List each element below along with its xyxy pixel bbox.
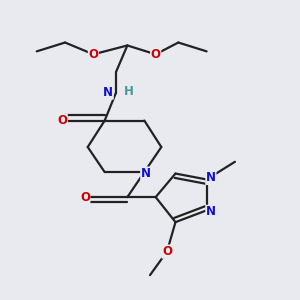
Text: O: O (151, 48, 161, 61)
Text: O: O (88, 48, 98, 61)
Text: O: O (162, 245, 172, 258)
Text: N: N (206, 172, 216, 184)
Text: O: O (80, 190, 90, 204)
Text: N: N (141, 167, 151, 180)
Text: N: N (206, 205, 216, 218)
Text: O: O (57, 114, 67, 127)
Text: H: H (124, 85, 134, 98)
Text: N: N (103, 86, 113, 99)
